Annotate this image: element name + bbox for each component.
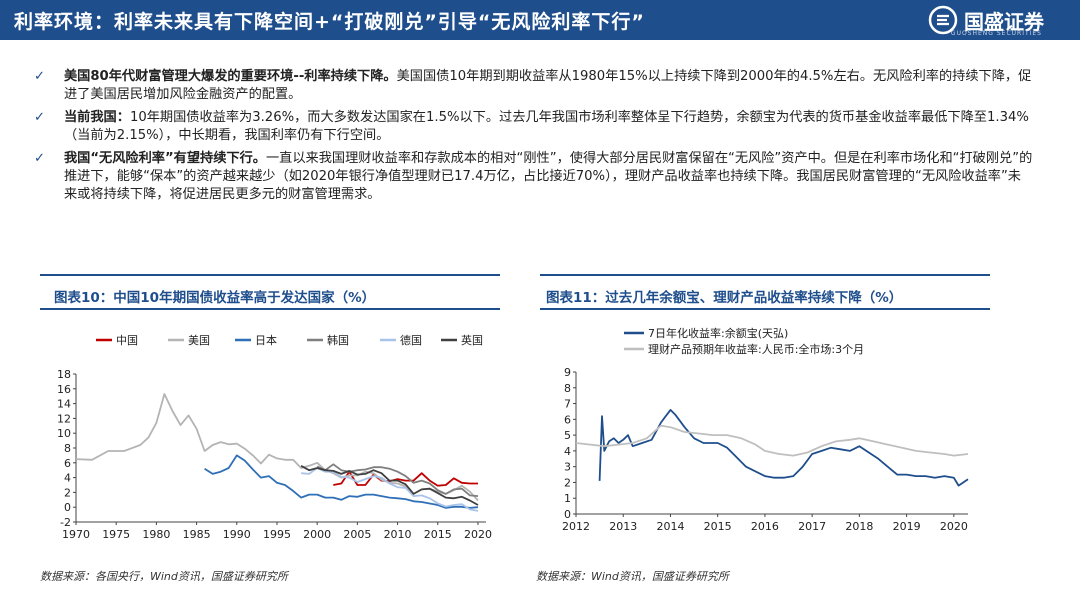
legend-label: 7日年化收益率:余额宝(天弘) <box>648 326 788 340</box>
x-tick-label: 2020 <box>464 528 492 541</box>
header-bar: 利率环境：利率未来具有下降空间+“打破刚兑”引导“无风险利率下行” 国盛证券 G… <box>0 0 1080 40</box>
bullet-text: 美国国债10年期到期收益率从1980年15%以上持续下降到2000年的4.5%左… <box>64 69 1032 102</box>
right-chart-svg: 0 1 2 3 4 5 6 7 8 9 2012 2013 2014 2015 2016 2017 2018 20… <box>562 326 969 533</box>
series-line-0 <box>333 470 478 487</box>
bullet-item: ✓ 美国80年代财富管理大爆发的重要环境--利率持续下降。美国国债10年期到期收… <box>34 68 1034 104</box>
y-tick-label: 14 <box>57 398 71 411</box>
bullet-heading: 当前我国： <box>64 110 130 125</box>
series-line-2 <box>204 454 479 509</box>
x-tick-label: 2019 <box>893 520 921 533</box>
series-line-1 <box>575 424 969 457</box>
x-tick-label: 1985 <box>183 528 211 541</box>
y-tick-label: 4 <box>64 472 71 485</box>
x-tick-label: 2016 <box>751 520 779 533</box>
y-tick-label: 7 <box>564 398 571 411</box>
y-tick-label: 8 <box>564 382 571 395</box>
x-tick-label: 1975 <box>102 528 130 541</box>
series-line-5 <box>300 465 479 506</box>
bullet-item: ✓ 我国“无风险利率”有望持续下行。一直以来我国理财收益率和存款成本的相对“刚性… <box>34 150 1034 204</box>
logo: 国盛证券 <box>928 5 1044 35</box>
series-line-4 <box>301 467 479 512</box>
series-line-3 <box>316 463 479 497</box>
series-line-0 <box>598 409 969 487</box>
y-tick-label: 0 <box>64 501 71 514</box>
check-icon: ✓ <box>34 69 46 84</box>
series-line-1 <box>75 393 479 502</box>
x-tick-label: 2014 <box>656 520 684 533</box>
bullet-list: ✓ 美国80年代财富管理大爆发的重要环境--利率持续下降。美国国债10年期到期收… <box>34 68 1034 209</box>
x-tick-label: 1970 <box>62 528 90 541</box>
y-tick-label: 3 <box>564 461 571 474</box>
x-tick-label: 2020 <box>940 520 968 533</box>
left-chart-source: 数据来源：各国央行，Wind资讯，国盛证券研究所 <box>40 570 288 583</box>
y-tick-label: 4 <box>564 445 571 458</box>
legend-label: 美国 <box>188 334 210 347</box>
bullet-item: ✓ 当前我国：10年期国债收益率为3.26%，而大多数发达国家在1.5%以下。过… <box>34 109 1034 145</box>
y-tick-label: 18 <box>57 368 71 381</box>
check-icon: ✓ <box>34 151 46 166</box>
x-tick-label: 1995 <box>263 528 291 541</box>
x-tick-label: 2013 <box>609 520 637 533</box>
y-tick-label: 8 <box>64 442 71 455</box>
legend-label: 理财产品预期年收益率:人民币:全市场:3个月 <box>648 342 864 356</box>
x-tick-label: 2000 <box>303 528 331 541</box>
left-chart-panel: 图表10：中国10年期国债收益率高于发达国家（%） -2 0 2 4 6 8 10 12 14 1… <box>40 274 500 574</box>
y-tick-label: 1 <box>564 492 571 505</box>
y-tick-label: 10 <box>57 427 71 440</box>
y-tick-label: 6 <box>564 413 571 426</box>
y-tick-label: 6 <box>64 457 71 470</box>
left-chart-top-rule <box>40 274 500 276</box>
right-chart-source: 数据来源：Wind资讯，国盛证券研究所 <box>536 570 729 583</box>
right-chart-panel: 图表11：过去几年余额宝、理财产品收益率持续下降（%） 0 1 2 3 4 5 6 7 8 9 20… <box>540 274 990 574</box>
x-tick-label: 1980 <box>142 528 170 541</box>
x-tick-label: 2010 <box>384 528 412 541</box>
x-tick-label: 2017 <box>798 520 826 533</box>
bullet-heading: 我国“无风险利率”有望持续下行。 <box>64 151 266 166</box>
bullet-text: 10年期国债收益率为3.26%，而大多数发达国家在1.5%以下。过去几年我国市场… <box>64 110 1029 143</box>
left-chart-title-rule <box>40 308 500 310</box>
logo-subtitle: GUOSHENG SECURITIES <box>950 30 1042 37</box>
legend-label: 德国 <box>400 333 422 347</box>
y-tick-label: 9 <box>564 366 571 379</box>
left-chart-title: 图表10：中国10年期国债收益率高于发达国家（%） <box>54 290 376 306</box>
legend-label: 中国 <box>116 334 138 347</box>
y-tick-label: 5 <box>564 429 571 442</box>
right-chart-title-rule <box>540 308 990 310</box>
legend-label: 韩国 <box>327 333 349 347</box>
y-tick-label: 2 <box>564 476 571 489</box>
bullet-text: 一直以来我国理财收益率和存款成本的相对“刚性”，使得大部分居民财富保留在“无风险… <box>64 151 1033 202</box>
logo-icon <box>928 5 958 35</box>
x-tick-label: 2015 <box>704 520 732 533</box>
y-tick-label: 2 <box>64 486 71 499</box>
right-chart-top-rule <box>540 274 990 276</box>
x-tick-label: 2005 <box>343 528 371 541</box>
x-tick-label: 2012 <box>562 520 590 533</box>
y-tick-label: 0 <box>564 508 571 521</box>
x-tick-label: 2015 <box>424 528 452 541</box>
y-tick-label: 12 <box>57 412 71 425</box>
legend-label: 日本 <box>255 333 277 347</box>
y-tick-label: -2 <box>60 516 71 529</box>
x-tick-label: 2018 <box>845 520 873 533</box>
legend-label: 英国 <box>461 333 483 347</box>
right-chart-title: 图表11：过去几年余额宝、理财产品收益率持续下降（%） <box>546 290 903 306</box>
y-tick-label: 16 <box>57 383 71 396</box>
logo-text: 国盛证券 <box>964 9 1044 34</box>
x-tick-label: 1990 <box>223 528 251 541</box>
check-icon: ✓ <box>34 110 46 125</box>
page-title: 利率环境：利率未来具有下降空间+“打破刚兑”引导“无风险利率下行” <box>14 11 645 33</box>
bullet-heading: 美国80年代财富管理大爆发的重要环境--利率持续下降。 <box>64 69 397 84</box>
